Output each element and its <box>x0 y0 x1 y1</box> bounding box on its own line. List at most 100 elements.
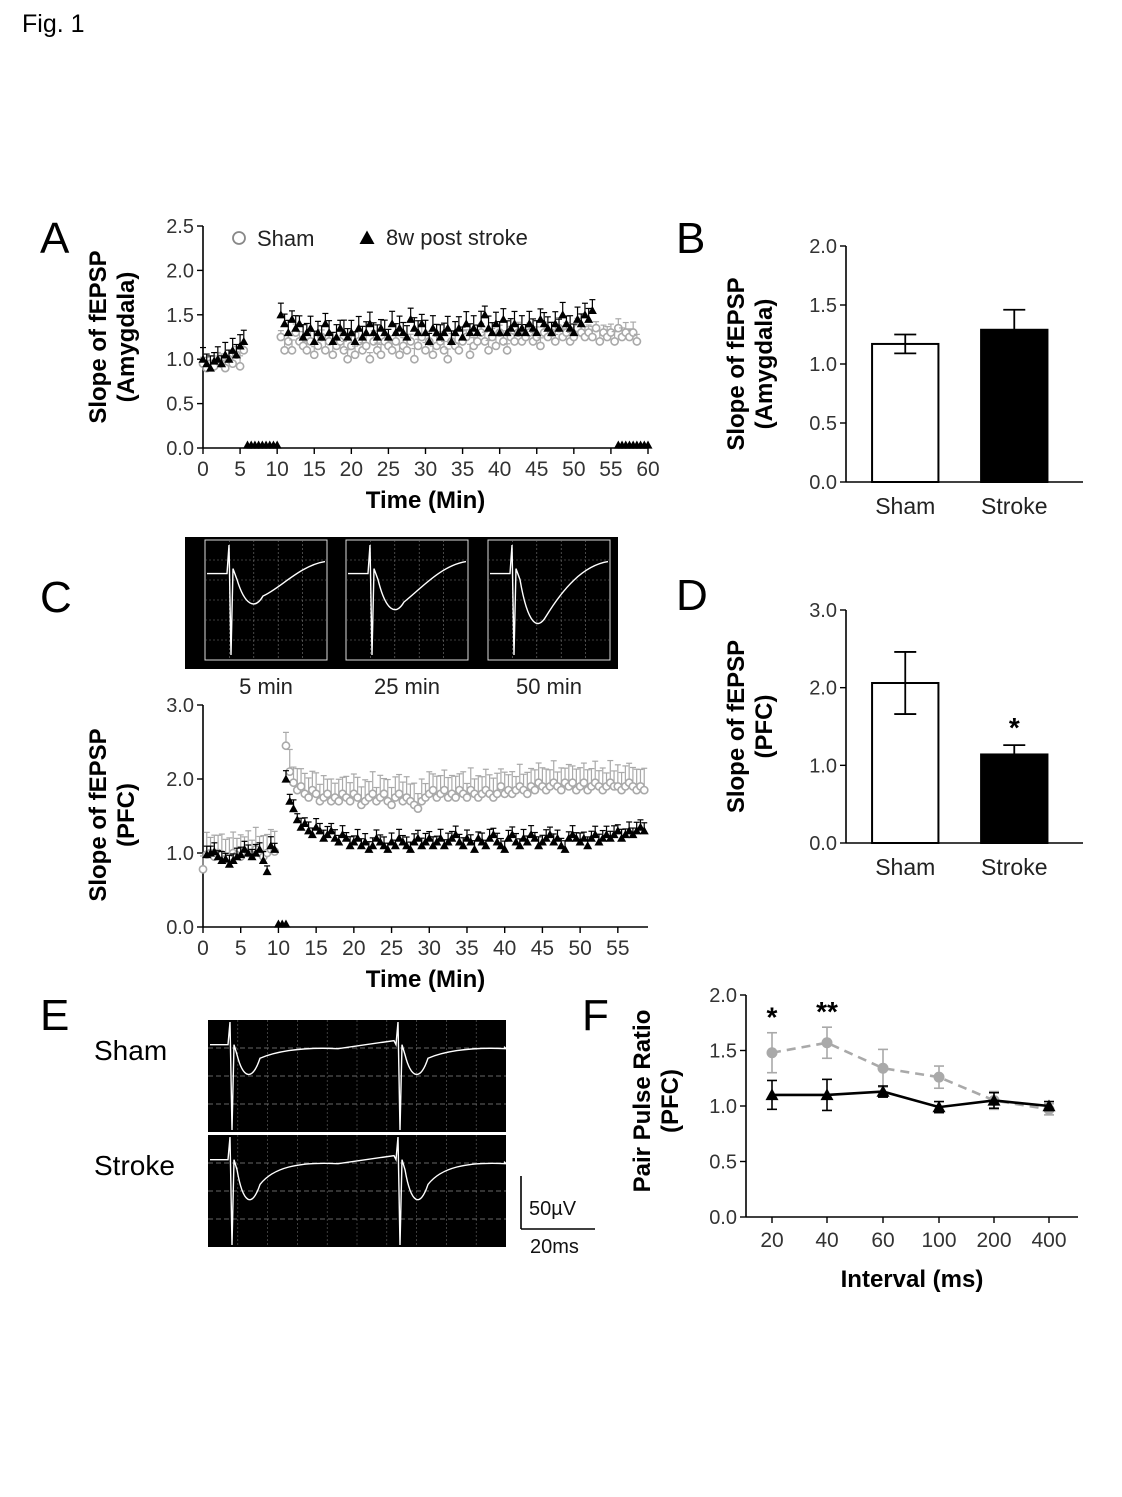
data-point-stroke <box>462 833 472 842</box>
trace-strip <box>185 537 618 669</box>
data-point-stroke <box>365 319 375 328</box>
data-point-stroke <box>387 837 397 846</box>
data-point-sham <box>639 785 649 795</box>
data-point-sham <box>320 345 330 355</box>
x-tick-label: 200 <box>976 1229 1011 1252</box>
data-point-sham <box>465 350 475 360</box>
trace-label: 25 min <box>374 674 440 699</box>
panel-f: F 0.0 0.5 1.0 1.5 2.0 20 40 60 100 200 400 Interval… <box>582 985 1078 1293</box>
data-point-stroke <box>306 323 316 332</box>
y-tick-label: 3.0 <box>809 600 837 622</box>
stim-marker <box>281 919 291 928</box>
data-point-stroke <box>390 841 400 850</box>
y-tick-label: 1.5 <box>809 295 837 317</box>
data-point-stroke <box>302 328 312 337</box>
x-tick-label: 45 <box>525 458 548 481</box>
data-point-stroke <box>495 328 505 337</box>
data-point-sham <box>394 789 404 799</box>
data-point-stroke <box>232 852 242 861</box>
data-point-stroke <box>346 328 356 337</box>
y-axis-title-line1: Slope of fEPSP <box>85 728 112 901</box>
data-point-sham <box>439 345 449 355</box>
data-point-stroke <box>439 328 449 337</box>
data-point-stroke <box>417 319 427 328</box>
data-point-stroke <box>376 323 386 332</box>
data-point-stroke <box>428 323 438 332</box>
data-point-sham <box>579 778 589 788</box>
data-point-stroke <box>820 1088 834 1101</box>
data-point-stroke <box>357 332 367 341</box>
data-point-stroke <box>545 830 555 839</box>
panel-letter-d: D <box>676 571 708 620</box>
y-axis-title-line2: (PFC) <box>657 1069 684 1133</box>
data-point-stroke <box>221 854 231 863</box>
data-point-stroke <box>270 844 280 853</box>
data-point-sham <box>379 789 389 799</box>
data-point-sham <box>328 350 338 360</box>
x-tick-label: 30 <box>414 458 437 481</box>
data-point-stroke <box>317 332 327 341</box>
data-point-stroke <box>451 830 461 839</box>
y-tick-label: 1.5 <box>709 1041 737 1063</box>
x-tick-label: 5 <box>235 937 247 960</box>
y-tick-label: 1.0 <box>166 843 194 865</box>
data-point-sham <box>402 345 412 355</box>
data-point-sham <box>439 785 449 795</box>
data-point-stroke <box>350 336 360 346</box>
data-point-sham <box>595 337 605 346</box>
data-point-stroke <box>528 323 538 332</box>
data-point-stroke <box>332 332 341 341</box>
data-point-sham <box>454 345 464 355</box>
data-point-stroke <box>517 323 527 332</box>
data-point-stroke <box>550 319 560 328</box>
data-point-sham <box>304 793 313 802</box>
y-tick-label: 1.5 <box>166 305 194 327</box>
data-point-stroke <box>209 847 219 856</box>
data-point-stroke <box>236 849 246 859</box>
data-point-stroke <box>326 826 336 835</box>
data-point-stroke <box>568 830 578 839</box>
scale-label-time: 20ms <box>530 1236 579 1258</box>
data-point-stroke <box>285 796 295 805</box>
data-point-stroke <box>395 323 405 332</box>
panel-letter-b: B <box>676 214 705 263</box>
legend-marker-sham <box>232 231 246 245</box>
x-tick-label: 30 <box>418 937 441 960</box>
x-tick-label: 10 <box>265 458 288 481</box>
data-point-stroke <box>476 319 486 328</box>
data-point-stroke <box>280 319 290 328</box>
trace-waveform <box>490 544 609 656</box>
data-point-sham <box>235 361 245 371</box>
data-point-stroke <box>539 319 549 328</box>
data-point-stroke <box>554 323 564 332</box>
data-point-sham <box>628 328 638 337</box>
data-point-stroke <box>535 314 545 323</box>
x-tick-label: 50 <box>562 458 585 481</box>
data-point-stroke <box>511 837 521 846</box>
data-point-stroke <box>402 841 412 850</box>
x-tick-label: 60 <box>636 458 659 481</box>
trace-label: 50 min <box>516 674 582 699</box>
data-point-stroke <box>379 841 389 850</box>
data-point-stroke <box>387 319 397 328</box>
data-point-stroke <box>500 844 510 853</box>
data-point-stroke <box>532 328 542 337</box>
bar-stroke <box>980 753 1049 845</box>
data-point-stroke <box>324 328 334 337</box>
trace-label: 5 min <box>239 674 293 699</box>
data-point-sham <box>334 796 344 806</box>
y-axis-title-line2: (Amygdala) <box>113 272 140 403</box>
data-point-stroke <box>458 841 468 850</box>
y-tick-label: 1.0 <box>809 354 837 376</box>
legend-label-sham: Sham <box>257 226 314 251</box>
data-point-stroke <box>398 328 408 337</box>
data-point-sham <box>462 793 472 802</box>
scale-label-voltage: 50µV <box>529 1198 577 1220</box>
data-point-stroke <box>343 332 353 341</box>
y-tick-label: 3.0 <box>166 695 194 717</box>
data-point-sham <box>522 789 532 799</box>
data-point-stroke <box>409 323 419 332</box>
x-tick-label: 25 <box>377 458 400 481</box>
legend-label-stroke: 8w post stroke <box>386 225 528 250</box>
data-point-stroke <box>556 841 566 850</box>
